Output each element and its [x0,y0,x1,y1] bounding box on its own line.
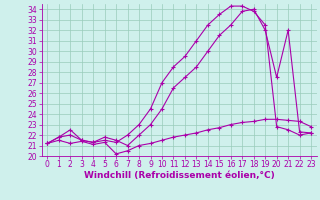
X-axis label: Windchill (Refroidissement éolien,°C): Windchill (Refroidissement éolien,°C) [84,171,275,180]
